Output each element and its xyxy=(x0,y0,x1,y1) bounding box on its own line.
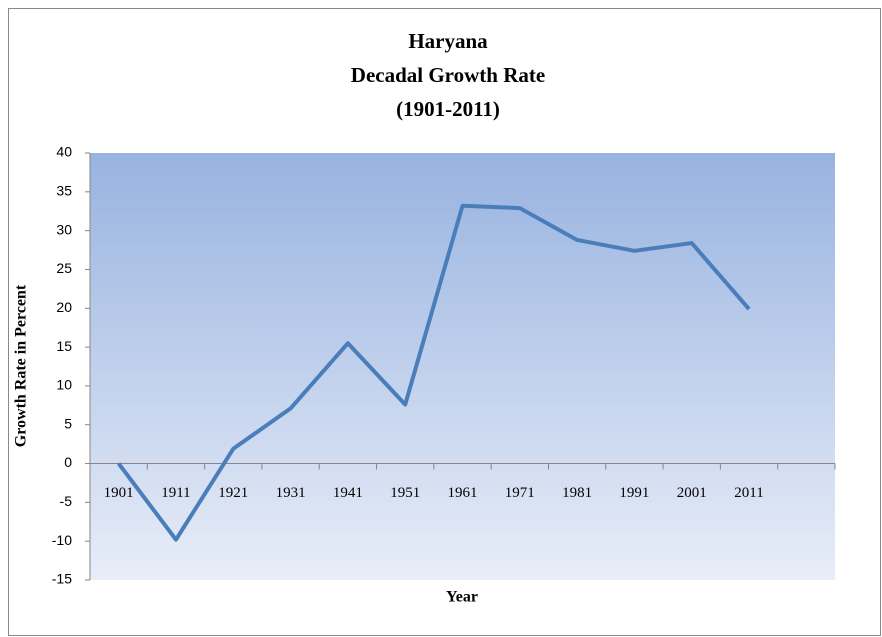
y-tick-label: 5 xyxy=(64,415,72,431)
x-tick-label: 1941 xyxy=(333,485,363,501)
x-axis-label: Year xyxy=(446,589,478,606)
y-tick-label: 15 xyxy=(56,338,72,354)
x-tick-label: 1901 xyxy=(104,485,134,501)
y-tick-label: 20 xyxy=(56,299,72,315)
y-tick-label: 10 xyxy=(56,377,72,393)
plot-area xyxy=(90,153,835,580)
x-tick-label: 1911 xyxy=(161,485,190,501)
x-tick-label: 1961 xyxy=(448,485,478,501)
chart-title: (1901-2011) xyxy=(396,97,500,121)
x-tick-label: 2001 xyxy=(677,485,707,501)
y-tick-label: -5 xyxy=(60,493,73,509)
y-tick-label: 40 xyxy=(56,144,72,160)
y-tick-label: -10 xyxy=(52,532,72,548)
y-tick-label: -15 xyxy=(52,571,72,587)
x-tick-label: 1921 xyxy=(218,485,248,501)
x-tick-label: 2011 xyxy=(734,485,763,501)
x-tick-label: 1991 xyxy=(619,485,649,501)
y-tick-label: 0 xyxy=(64,454,72,470)
x-tick-label: 1931 xyxy=(276,485,306,501)
y-tick-label: 30 xyxy=(56,221,72,237)
chart-title: Decadal Growth Rate xyxy=(351,63,545,87)
x-tick-label: 1951 xyxy=(390,485,420,501)
x-tick-label: 1981 xyxy=(562,485,592,501)
y-tick-label: 25 xyxy=(56,260,72,276)
y-axis-label: Growth Rate in Percent xyxy=(13,284,30,447)
x-tick-label: 1971 xyxy=(505,485,535,501)
chart-title: Haryana xyxy=(408,29,488,53)
y-tick-label: 35 xyxy=(56,183,72,199)
data-line xyxy=(117,203,751,542)
